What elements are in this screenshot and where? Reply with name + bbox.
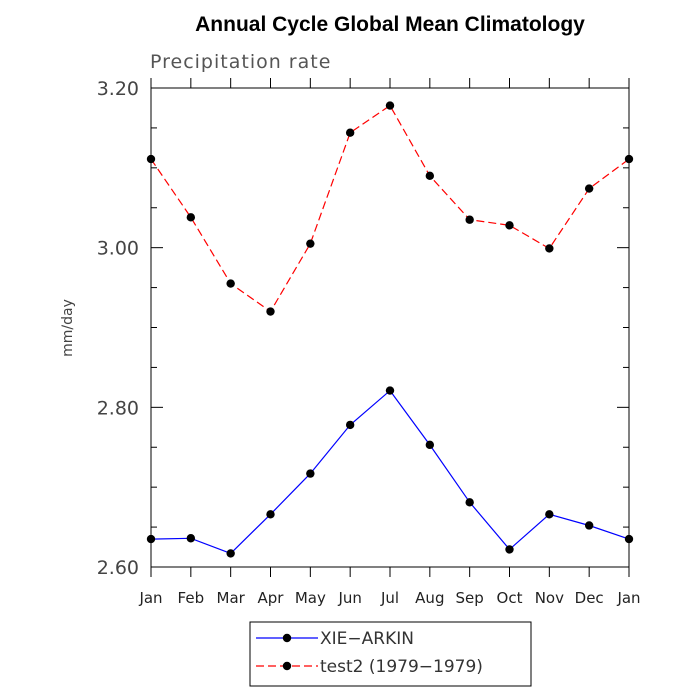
data-point-0 [425,440,435,450]
x-tick-label: Jul [380,589,399,607]
data-point-0 [465,498,474,507]
data-point-0 [624,534,634,544]
y-axis: 2.60 2.80 3.00 3.20 [97,78,629,579]
x-axis: Jan Feb Mar Apr May Jun Jul Aug Sep Oct Nov Dec Jan [138,78,641,607]
x-tick-label: Nov [535,589,564,607]
data-point-0 [186,534,196,543]
series-line-1 [150,104,630,313]
x-tick-label: Jan [138,589,162,607]
legend-marker-test2 [282,661,292,671]
y-axis-label: mm/day [60,299,76,357]
data-point-1 [266,307,275,316]
x-tick-label: Feb [178,589,205,607]
y-tick-label: 3.20 [97,78,139,100]
x-tick-label: Apr [258,589,285,607]
data-point-1 [425,171,435,181]
chart-subtitle: Precipitation rate [150,51,331,73]
legend-box [249,621,532,687]
data-point-1 [186,213,196,222]
plot-frame [150,87,630,568]
data-point-1 [505,221,514,230]
data-point-0 [306,469,315,478]
data-point-1 [465,215,474,224]
data-point-1 [146,154,156,164]
data-point-1 [385,101,395,110]
series-layer [146,101,634,558]
x-tick-label: Jun [337,589,361,607]
legend-marker-xie-arkin [282,633,292,643]
x-tick-label: Jan [616,589,640,607]
legend: XIE−ARKIN test2 (1979−1979) [249,621,532,687]
x-tick-label: Sep [456,589,484,607]
x-tick-label: Mar [217,589,246,607]
data-point-0 [584,521,594,530]
x-tick-label: Oct [497,589,523,607]
y-tick-label: 2.60 [97,557,139,579]
data-point-1 [584,184,594,193]
data-point-0 [266,510,275,519]
x-tick-label: Aug [415,589,444,607]
data-point-0 [345,420,355,430]
y-tick-label: 2.80 [97,397,139,419]
chart-title: Annual Cycle Global Mean Climatology [195,13,585,36]
data-point-0 [146,534,156,544]
y-tick-label: 3.00 [97,238,139,260]
data-point-1 [226,279,235,288]
data-point-0 [545,510,554,519]
x-tick-label: May [295,589,326,607]
data-point-0 [385,386,395,395]
data-point-1 [545,244,554,253]
data-point-1 [345,128,355,137]
series-line-0 [150,389,630,555]
data-point-0 [505,545,514,554]
data-point-1 [306,239,315,248]
legend-label-xie-arkin: XIE−ARKIN [320,629,414,649]
data-point-1 [624,154,634,164]
x-tick-label: Dec [575,589,604,607]
data-point-0 [226,549,235,558]
legend-label-test2: test2 (1979−1979) [320,657,483,677]
